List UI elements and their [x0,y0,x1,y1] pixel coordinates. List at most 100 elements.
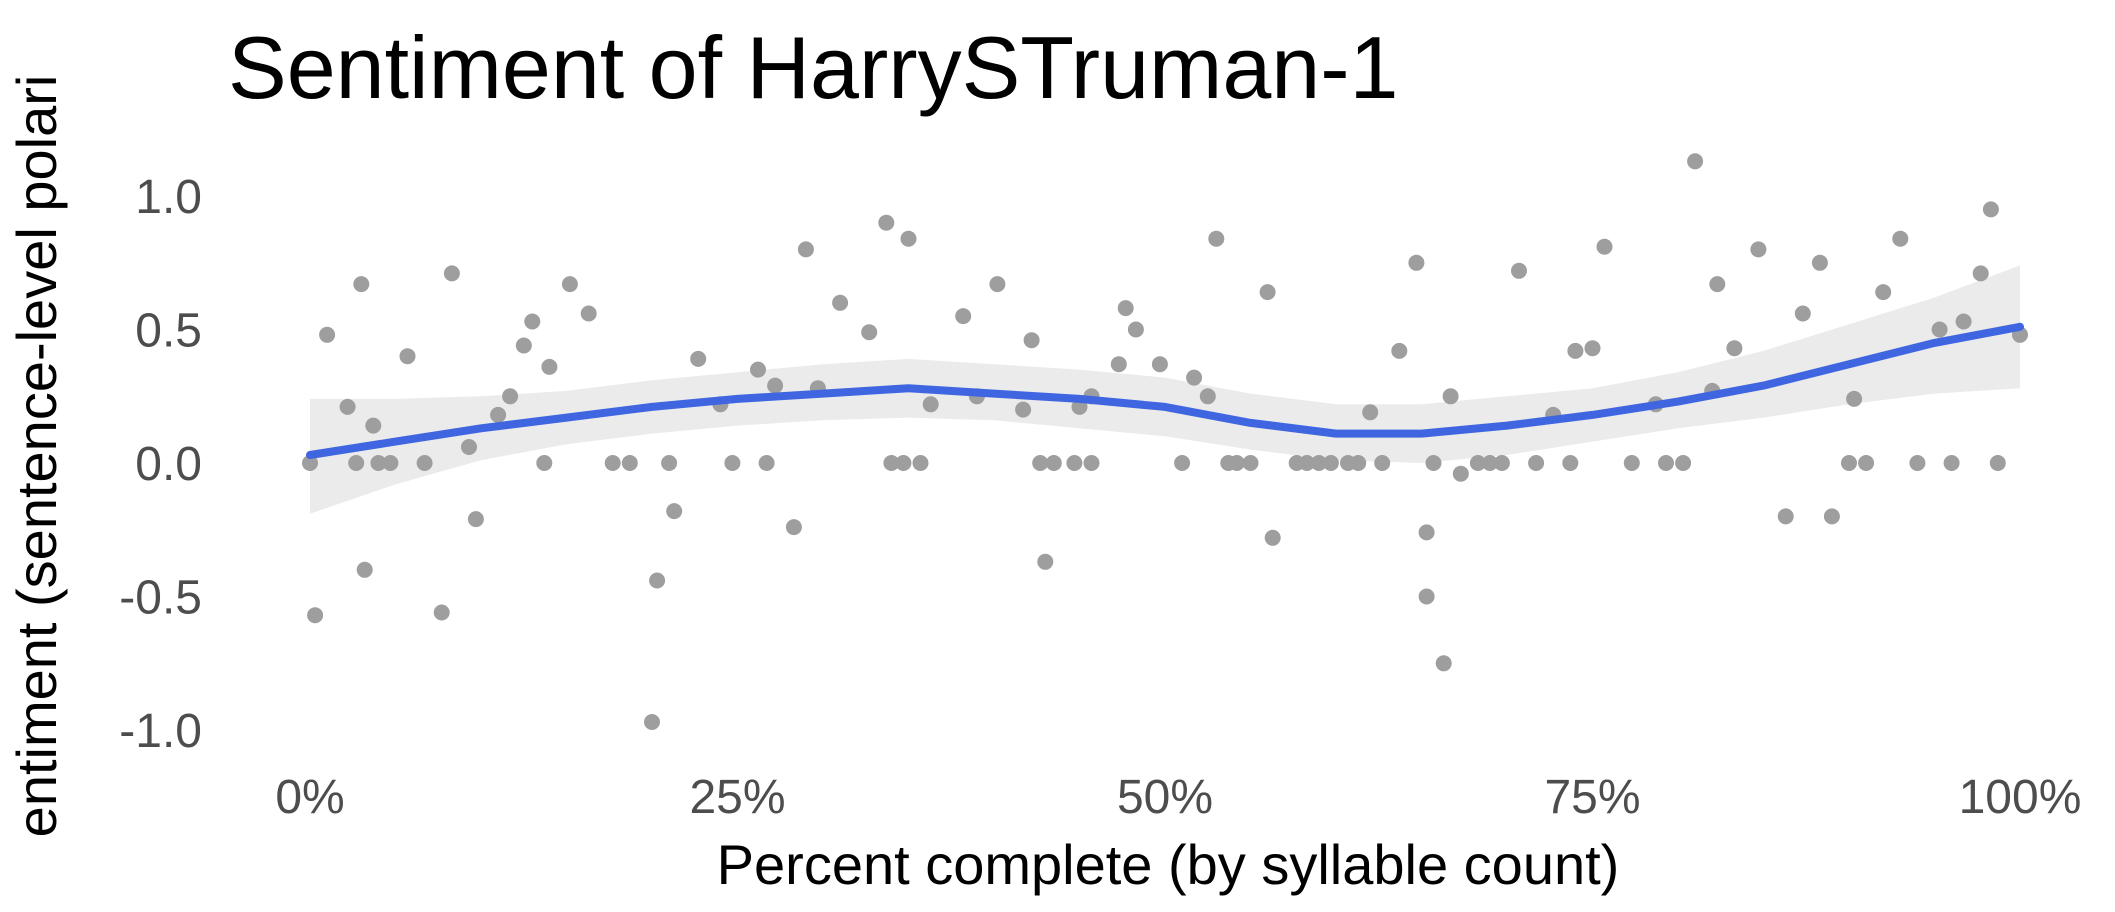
data-point [604,455,621,471]
data-point [922,396,939,413]
data-point [955,308,972,325]
data-point [1127,321,1144,338]
data-point [467,511,484,528]
data-point [912,455,929,471]
chart-title: Sentiment of HarrySTruman-1 [228,18,1398,117]
data-point [1418,524,1435,541]
data-point [1596,238,1613,255]
data-point [1066,455,1083,471]
data-point [878,214,895,231]
smooth-trend-line [306,322,2024,459]
data-point [621,455,638,471]
data-point [1037,553,1054,570]
data-point [443,265,460,282]
data-point [1567,342,1584,359]
data-point [1823,508,1840,525]
data-point [1032,455,1049,471]
data-point [1117,300,1134,317]
x-tick-label: 75% [1544,771,1640,824]
data-point [1310,455,1327,471]
data-point [524,313,541,330]
confidence-band [310,265,2020,514]
data-point [536,455,553,471]
data-point [561,276,578,293]
y-tick-label: 0.5 [135,305,202,358]
data-point [1264,529,1281,546]
data-point [1083,455,1100,471]
data-point [767,377,784,394]
data-point [1435,655,1452,672]
data-point [666,503,683,520]
data-point [1208,230,1225,247]
data-point [1023,332,1040,349]
data-point [399,348,416,365]
data-point [1841,455,1857,471]
data-point [541,358,558,375]
data-point [1481,455,1498,471]
data-point [1374,455,1391,471]
data-point [1750,241,1767,258]
data-point [1972,265,1989,282]
data-point [1794,305,1811,322]
data-point [758,455,775,471]
data-point [1989,455,2006,471]
data-point [1425,455,1442,471]
x-axis-ticks: 0% 25% 50% 75% 100% [275,771,2081,824]
data-point [644,714,660,730]
y-axis-label: entiment (sentence-level polari [5,75,68,838]
data-point [861,324,878,341]
data-point [580,305,597,322]
data-point [1675,455,1692,471]
data-point [895,455,912,471]
confidence-band-area [310,265,2020,514]
data-point [1174,455,1191,471]
data-point [370,455,387,471]
data-point [1846,390,1863,407]
data-point [1562,455,1579,471]
data-point [661,455,678,471]
data-point [502,388,519,405]
data-point [353,276,370,293]
data-point [302,455,318,471]
data-point [1709,276,1726,293]
data-point [1909,455,1926,471]
data-point [900,230,917,247]
data-point [1298,455,1315,471]
data-point [1687,153,1704,170]
data-point [1186,369,1203,386]
data-point [1875,284,1892,301]
smooth-line-path [306,322,2024,459]
data-point [1350,455,1367,471]
data-point [490,406,507,423]
y-tick-label: 1.0 [135,171,202,224]
data-point [382,455,399,471]
data-point [1658,455,1674,471]
data-point [785,519,802,536]
data-point [797,241,814,258]
data-point [1943,455,1960,471]
y-axis-ticks: -1.0 -0.5 0.0 0.5 1.0 [119,171,202,758]
data-point [1955,313,1972,330]
data-point [1322,455,1339,471]
data-point [1199,388,1216,405]
x-tick-label: 100% [1959,771,2082,824]
data-point [832,294,849,311]
data-point [307,607,324,624]
data-point [1931,321,1948,338]
data-point [1418,588,1435,605]
data-point [1469,455,1486,471]
data-point [515,337,532,354]
data-point [433,604,450,621]
data-point [989,276,1006,293]
data-point [1452,465,1469,482]
data-point [1015,401,1032,418]
data-point [649,572,666,589]
data-point [461,439,477,455]
data-point [1726,340,1743,357]
data-point [1151,356,1168,373]
data-point [1892,230,1909,247]
data-point [1259,284,1276,301]
data-point [1511,262,1527,279]
x-axis-label: Percent complete (by syllable count) [717,833,1620,896]
data-point [416,455,433,471]
